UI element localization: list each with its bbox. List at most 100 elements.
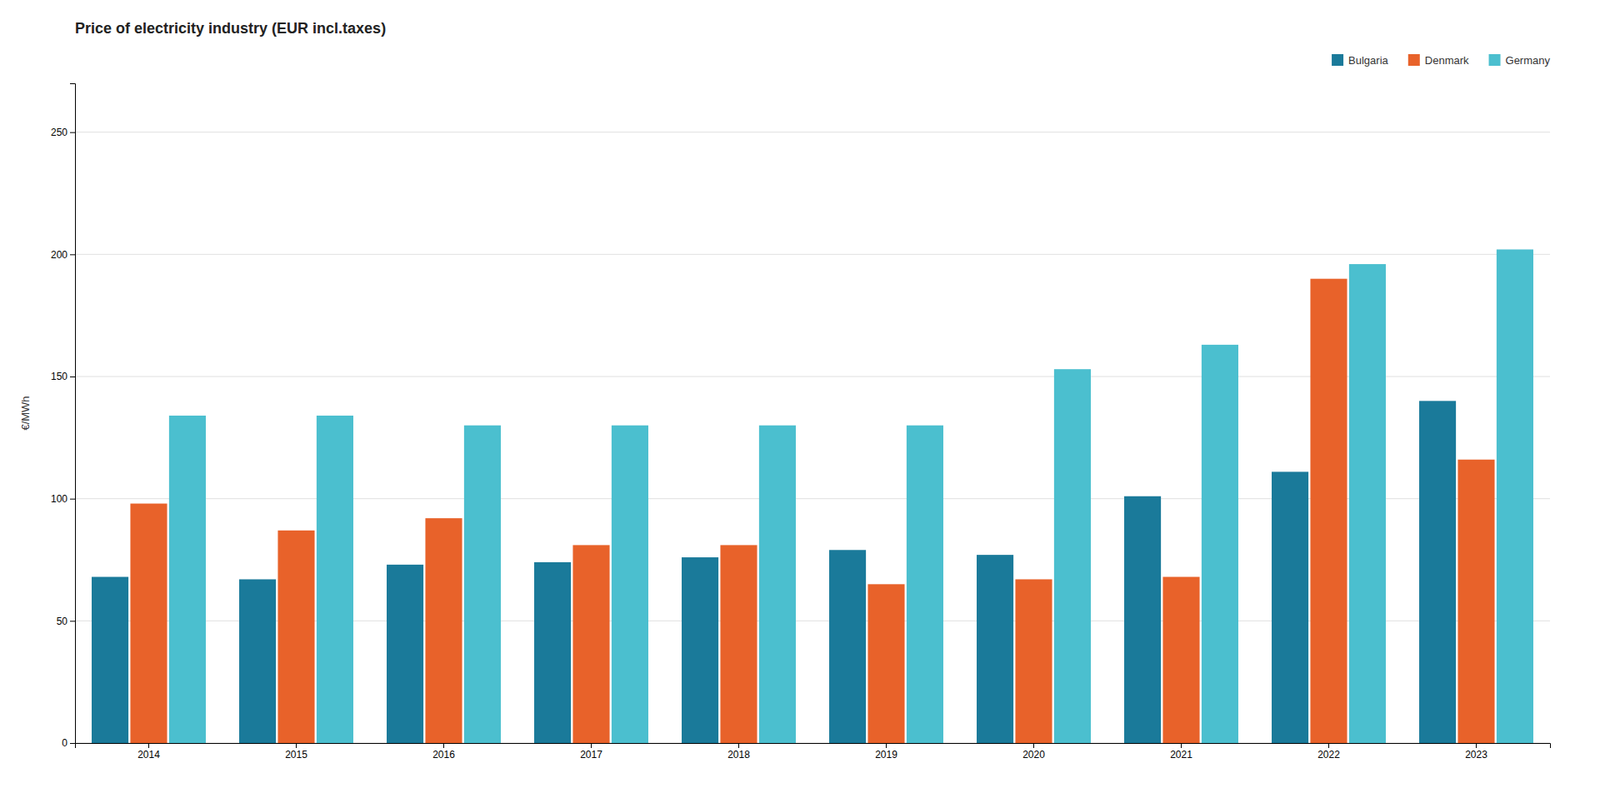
legend-item: Germany — [1489, 54, 1551, 67]
x-tick: 2016 — [432, 743, 455, 761]
chart: 0501001502002502014201520162017201820192… — [0, 0, 1600, 793]
bar — [867, 584, 905, 744]
legend: Bulgaria Denmark Germany — [1331, 54, 1550, 67]
x-axis: 2014 2015 2016 2017 2018 2019 2020 2021 2022 2023 — [75, 743, 1551, 761]
x-tick: 2018 — [727, 743, 750, 761]
bar — [976, 555, 1014, 744]
legend-label: Denmark — [1425, 54, 1470, 67]
y-tick-label: 150 — [50, 370, 68, 383]
bar — [906, 425, 944, 744]
x-tick-mark — [1180, 743, 1182, 749]
legend-item: Bulgaria — [1331, 54, 1389, 67]
y-tick-mark — [70, 620, 75, 622]
x-tick-label: 2022 — [1317, 749, 1340, 761]
bar — [534, 562, 571, 744]
x-tick: 2015 — [285, 743, 308, 761]
bar — [464, 425, 501, 744]
x-tick-label: 2018 — [727, 749, 750, 761]
y-tick: 150 — [50, 370, 75, 383]
bar — [1201, 345, 1239, 744]
legend-label: Germany — [1505, 54, 1551, 67]
bar — [1457, 460, 1495, 744]
x-tick-mark — [295, 743, 297, 749]
y-axis-line — [70, 84, 76, 745]
x-tick-mark — [590, 743, 592, 749]
legend-item: Denmark — [1408, 54, 1470, 67]
legend-swatch — [1331, 54, 1344, 66]
plot: 0501001502002502014201520162017201820192… — [19, 84, 1551, 761]
x-tick: 2020 — [1022, 743, 1045, 761]
x-tick-label: 2014 — [137, 749, 160, 761]
x-tick-mark — [148, 743, 150, 749]
x-tick-label: 2017 — [580, 749, 603, 761]
x-tick: 2019 — [875, 743, 898, 761]
y-tick-mark — [70, 743, 75, 745]
bar-series — [169, 249, 1534, 744]
bar — [316, 415, 354, 744]
grid-line — [75, 254, 1550, 255]
x-tick-label: 2015 — [285, 749, 308, 761]
y-axis: 0 50 100 150 200 250 — [50, 84, 76, 750]
x-tick: 2022 — [1317, 743, 1340, 761]
legend-label: Bulgaria — [1348, 54, 1389, 67]
bar — [1015, 579, 1052, 744]
y-tick-mark — [70, 254, 75, 255]
title: Price of electricity industry (EUR incl.… — [75, 20, 386, 37]
bar — [1054, 369, 1091, 744]
bar — [1310, 279, 1347, 744]
x-tick-label: 2016 — [432, 749, 455, 761]
bar — [611, 425, 649, 744]
x-tick: 2023 — [1465, 743, 1488, 761]
y-tick-label: 0 — [61, 737, 68, 750]
bar — [1349, 264, 1386, 744]
legend-swatch — [1489, 54, 1501, 66]
x-tick-mark — [1475, 743, 1477, 749]
x-tick-label: 2021 — [1170, 749, 1193, 761]
bar — [130, 504, 167, 744]
bar — [425, 518, 462, 744]
bar — [572, 545, 610, 744]
x-tick: 2017 — [580, 743, 603, 761]
x-tick-mark — [1033, 743, 1035, 749]
bar — [386, 565, 424, 744]
y-tick: 0 — [61, 737, 75, 750]
bar — [720, 545, 757, 744]
bar — [1162, 577, 1200, 744]
y-tick-mark — [70, 376, 75, 378]
bar — [1124, 496, 1161, 744]
legend-swatch — [1408, 54, 1420, 66]
x-tick-label: 2019 — [875, 749, 898, 761]
bar — [239, 579, 276, 744]
bar — [759, 425, 796, 744]
bar — [1496, 249, 1534, 744]
y-tick: 100 — [50, 493, 75, 505]
y-tick: 250 — [50, 126, 75, 139]
bar — [1271, 471, 1309, 744]
bar-series — [91, 400, 1456, 744]
x-tick-mark — [443, 743, 445, 749]
bar — [169, 415, 206, 744]
y-tick-label: 250 — [50, 126, 68, 139]
x-tick-label: 2020 — [1022, 749, 1045, 761]
bar — [681, 557, 719, 744]
bar — [829, 550, 866, 744]
grid-line — [75, 131, 1550, 133]
grid — [75, 132, 1550, 744]
y-tick-label: 200 — [50, 249, 68, 261]
x-axis-line — [75, 744, 1551, 750]
bar — [91, 577, 129, 744]
x-tick-mark — [738, 743, 740, 749]
bar — [277, 530, 315, 744]
y-tick-mark — [70, 132, 75, 134]
x-tick-label: 2023 — [1465, 749, 1488, 761]
x-tick-mark — [885, 743, 887, 749]
y-axis-title: €/MWh — [19, 395, 32, 430]
bar-series — [130, 279, 1495, 744]
y-tick-label: 100 — [50, 493, 68, 505]
bar — [1419, 400, 1456, 744]
y-tick-mark — [70, 499, 75, 500]
bars — [91, 249, 1534, 744]
y-tick-label: 50 — [56, 615, 69, 628]
y-tick: 200 — [50, 249, 75, 261]
x-tick: 2021 — [1170, 743, 1193, 761]
